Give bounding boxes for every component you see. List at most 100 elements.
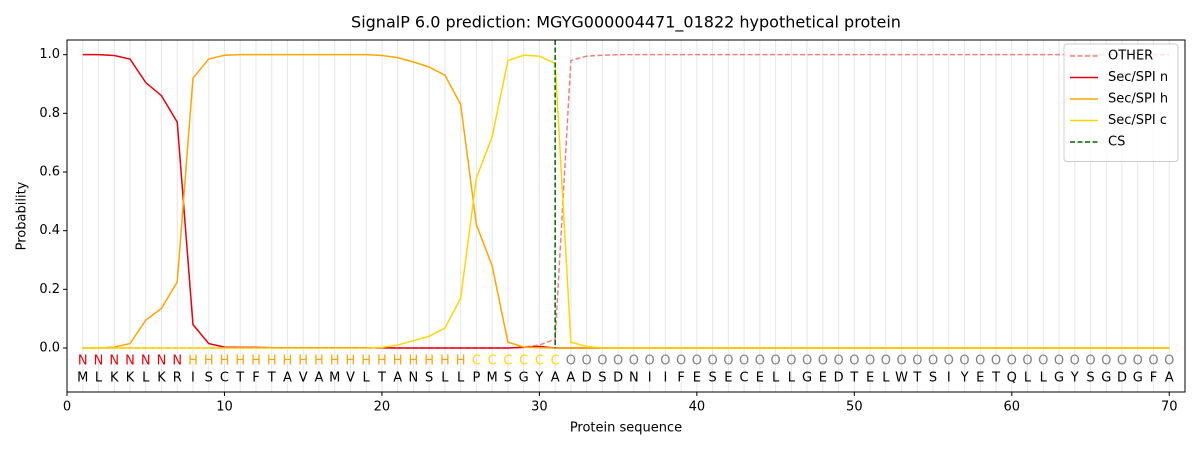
residue-label: S xyxy=(708,370,716,385)
region-label: O xyxy=(692,354,702,369)
residue-label: E xyxy=(866,370,874,385)
region-label: O xyxy=(739,354,749,369)
region-label: N xyxy=(125,354,135,369)
residue-label: G xyxy=(1133,370,1143,385)
region-label: O xyxy=(660,354,670,369)
residue-label: S xyxy=(205,370,213,385)
region-label: O xyxy=(818,354,828,369)
region-label: H xyxy=(298,354,308,369)
region-label: O xyxy=(629,354,639,369)
region-label: H xyxy=(346,354,356,369)
residue-label: L xyxy=(1040,370,1048,385)
residue-label: L xyxy=(363,370,371,385)
x-tick-label: 20 xyxy=(374,400,391,415)
residue-label: A xyxy=(566,370,575,385)
region-label: H xyxy=(283,354,293,369)
residue-label: A xyxy=(551,370,560,385)
region-label: O xyxy=(1117,354,1127,369)
residue-label: T xyxy=(235,370,244,385)
x-tick-label: 70 xyxy=(1161,400,1178,415)
residue-label: S xyxy=(504,370,512,385)
region-label: O xyxy=(1054,354,1064,369)
series-line xyxy=(82,53,1170,349)
x-tick-label: 10 xyxy=(216,400,233,415)
residue-label: G xyxy=(1101,370,1111,385)
x-tick-label: 50 xyxy=(846,400,863,415)
y-tick-label: 0.8 xyxy=(39,106,60,121)
region-label: H xyxy=(330,354,340,369)
region-label: O xyxy=(707,354,717,369)
residue-label: K xyxy=(126,370,135,385)
legend-label: OTHER xyxy=(1108,49,1153,64)
region-label: H xyxy=(235,354,245,369)
residue-label: S xyxy=(1086,370,1094,385)
region-label: O xyxy=(1070,354,1080,369)
region-label: O xyxy=(944,354,954,369)
y-axis-label: Probability xyxy=(15,181,30,250)
region-label: C xyxy=(503,354,512,369)
residue-label: C xyxy=(220,370,229,385)
residue-label: N xyxy=(629,370,639,385)
region-label: N xyxy=(109,354,119,369)
residue-label: E xyxy=(724,370,732,385)
series-line xyxy=(82,53,1170,349)
legend-label: Sec/SPI h xyxy=(1108,92,1168,107)
region-label: C xyxy=(472,354,481,369)
residue-label: Y xyxy=(960,370,969,385)
region-label: O xyxy=(896,354,906,369)
residue-label: K xyxy=(157,370,166,385)
residue-label: K xyxy=(110,370,119,385)
region-label: H xyxy=(188,354,198,369)
region-label: H xyxy=(204,354,214,369)
region-label: H xyxy=(267,354,277,369)
region-label: H xyxy=(361,354,371,369)
region-label: O xyxy=(770,354,780,369)
residue-label: I xyxy=(947,370,951,385)
region-label: O xyxy=(613,354,623,369)
region-label: O xyxy=(881,354,891,369)
residue-label: Q xyxy=(1007,370,1017,385)
region-label: O xyxy=(959,354,969,369)
y-tick-label: 0.4 xyxy=(39,223,60,238)
legend-label: Sec/SPI c xyxy=(1108,113,1167,128)
x-tick-label: 30 xyxy=(531,400,548,415)
residue-label: L xyxy=(441,370,449,385)
residue-label: P xyxy=(472,370,480,385)
region-label: O xyxy=(582,354,592,369)
region-label: O xyxy=(991,354,1001,369)
residue-label: I xyxy=(648,370,652,385)
residue-label: I xyxy=(191,370,195,385)
residue-label: T xyxy=(912,370,921,385)
residue-label: S xyxy=(929,370,937,385)
residue-label: A xyxy=(393,370,402,385)
region-label: C xyxy=(535,354,544,369)
residue-label: L xyxy=(882,370,890,385)
region-label: O xyxy=(849,354,859,369)
residue-label: Y xyxy=(1070,370,1079,385)
residue-label: F xyxy=(252,370,259,385)
residue-label: L xyxy=(142,370,150,385)
residue-label: W xyxy=(895,370,908,385)
residue-label: E xyxy=(976,370,984,385)
residue-label: E xyxy=(693,370,701,385)
plot-frame xyxy=(66,39,1186,393)
region-label: H xyxy=(220,354,230,369)
residue-label: L xyxy=(772,370,780,385)
region-label: O xyxy=(566,354,576,369)
residue-label: D xyxy=(582,370,592,385)
y-tick-label: 0.6 xyxy=(39,165,60,180)
region-label: O xyxy=(928,354,938,369)
region-label: O xyxy=(723,354,733,369)
residue-label: F xyxy=(1150,370,1157,385)
region-label: O xyxy=(1085,354,1095,369)
residue-label: V xyxy=(346,370,355,385)
series-line xyxy=(82,53,1170,349)
region-label: O xyxy=(645,354,655,369)
region-label: H xyxy=(251,354,261,369)
region-label: O xyxy=(865,354,875,369)
residue-label: M xyxy=(329,370,340,385)
residue-label: D xyxy=(834,370,844,385)
residue-label: E xyxy=(756,370,764,385)
legend-label: CS xyxy=(1108,135,1125,150)
